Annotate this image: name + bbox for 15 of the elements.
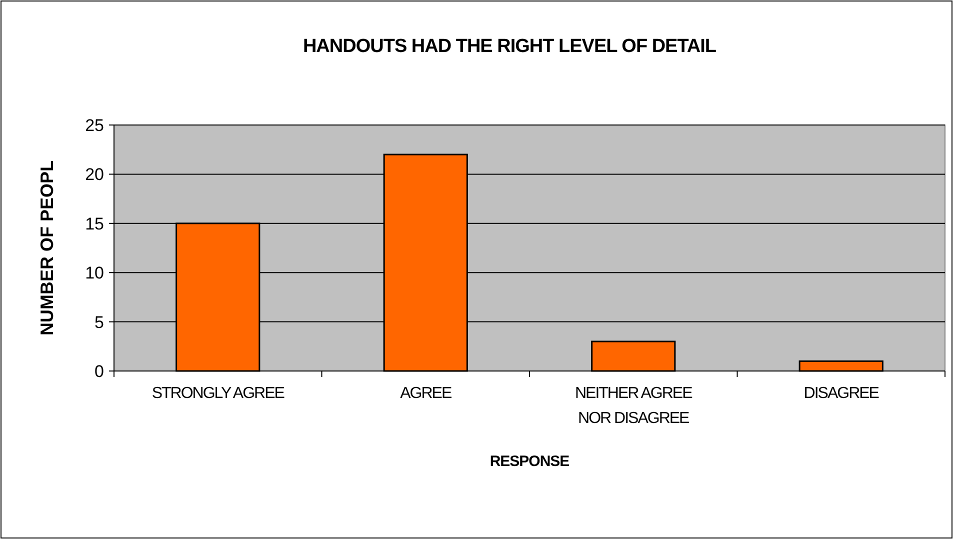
y-tick-label: 10 xyxy=(85,264,104,283)
x-tick-label: AGREE xyxy=(400,385,452,402)
bar xyxy=(591,340,676,372)
x-tick-label: DISAGREE xyxy=(804,385,879,402)
x-tick-label: NEITHER AGREE NOR DISAGREE xyxy=(574,385,692,427)
x-tick-label: STRONGLY AGREE xyxy=(152,385,284,402)
y-axis-title: NUMBER OF PEOPL xyxy=(37,160,57,336)
y-tick-label: 25 xyxy=(85,116,104,135)
y-tick-label: 15 xyxy=(85,214,104,234)
y-tick-label: 20 xyxy=(85,165,104,184)
x-axis-title: RESPONSE xyxy=(490,453,570,470)
bar xyxy=(798,360,884,372)
chart-title: HANDOUTS HAD THE RIGHT LEVEL OF DETAIL xyxy=(302,36,717,57)
y-tick-label: 0 xyxy=(94,362,104,381)
y-tick-label: 5 xyxy=(94,312,104,332)
